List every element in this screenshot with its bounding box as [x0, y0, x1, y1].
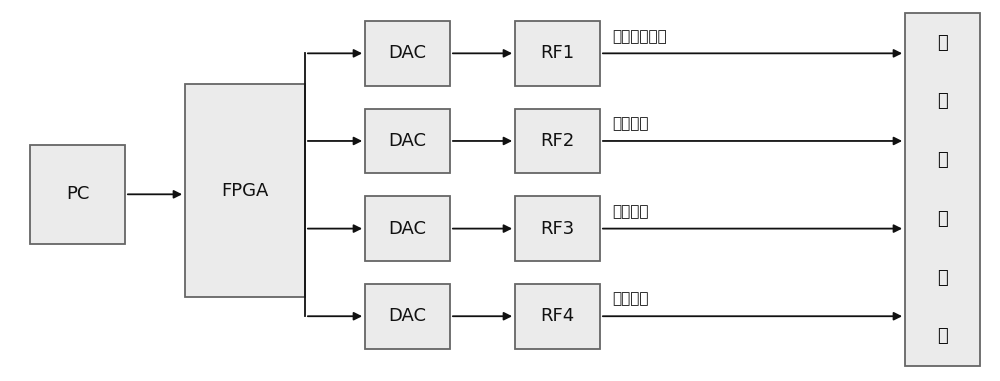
Text: RF1: RF1: [540, 44, 575, 62]
Bar: [515, 196, 600, 261]
Text: 干扰信号: 干扰信号: [612, 291, 648, 307]
Text: 收: 收: [937, 210, 948, 228]
Bar: [365, 196, 450, 261]
Bar: [905, 13, 980, 366]
Text: 被: 被: [937, 34, 948, 52]
Text: 接: 接: [937, 151, 948, 169]
Text: 测: 测: [937, 93, 948, 110]
Bar: [185, 84, 305, 297]
Bar: [515, 109, 600, 173]
Text: RF4: RF4: [540, 307, 575, 325]
Text: DAC: DAC: [388, 307, 426, 325]
Bar: [365, 21, 450, 86]
Text: FPGA: FPGA: [221, 181, 269, 200]
Text: 备: 备: [937, 327, 948, 346]
Bar: [515, 21, 600, 86]
Text: DAC: DAC: [388, 132, 426, 150]
Bar: [365, 109, 450, 173]
Text: RF2: RF2: [540, 132, 575, 150]
Text: DAC: DAC: [388, 44, 426, 62]
Text: 设: 设: [937, 269, 948, 287]
Text: RF3: RF3: [540, 219, 575, 238]
Text: 干扰信号: 干扰信号: [612, 204, 648, 219]
Bar: [30, 145, 125, 244]
Text: 卫星导航信号: 卫星导航信号: [612, 29, 667, 44]
Text: 干扰信号: 干扰信号: [612, 116, 648, 131]
Bar: [365, 284, 450, 349]
Text: PC: PC: [66, 185, 89, 203]
Bar: [515, 284, 600, 349]
Text: DAC: DAC: [388, 219, 426, 238]
